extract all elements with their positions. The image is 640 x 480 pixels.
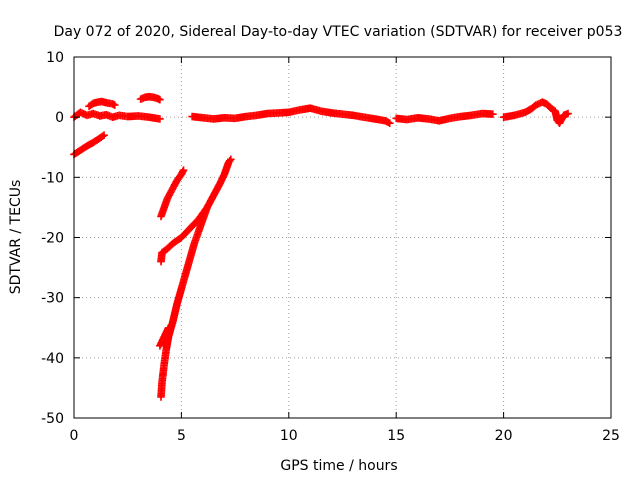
series-trace-deep (156, 203, 211, 401)
data-point (156, 95, 164, 104)
series-trace-hump-2 (136, 92, 164, 104)
x-tick-label: 5 (177, 428, 186, 444)
y-tick-label: -20 (41, 231, 64, 247)
y-tick-label: 0 (55, 110, 64, 126)
data-point (164, 323, 173, 332)
series-trace-near-zero-2 (188, 98, 572, 127)
data-point (156, 115, 164, 123)
series-trace-hump-1 (85, 97, 119, 111)
series-trace-descending-start (70, 131, 108, 159)
y-axis-title: SDTVAR / TECUs (8, 180, 24, 295)
tick-labels: 0 5 10 15 20 25 10 0 -10 -20 -30 -40 -50 (41, 50, 620, 444)
chart-title: Day 072 of 2020, Sidereal Day-to-day VTE… (54, 24, 623, 40)
data-point (564, 109, 572, 118)
x-tick-label: 25 (602, 428, 620, 444)
x-axis-title: GPS time / hours (280, 458, 397, 474)
data-point (111, 101, 119, 109)
data-point (179, 166, 188, 174)
x-tick-label: 0 (70, 428, 79, 444)
series-trace-near-zero-1 (70, 108, 164, 123)
data-marks (70, 92, 572, 401)
data-point (489, 110, 497, 118)
y-tick-label: -40 (41, 351, 64, 367)
y-tick-label: 10 (46, 50, 64, 66)
series-trace-steep-a (157, 166, 188, 221)
x-tick-label: 20 (495, 428, 513, 444)
x-tick-label: 10 (280, 428, 298, 444)
tick-marks (73, 56, 612, 419)
x-tick-label: 15 (387, 428, 405, 444)
data-point (385, 119, 394, 127)
data-point (227, 155, 235, 164)
data-point (203, 203, 211, 212)
y-tick-label: -30 (41, 291, 64, 307)
data-point (100, 131, 108, 140)
y-tick-label: -10 (41, 170, 64, 186)
y-tick-label: -50 (41, 411, 64, 427)
